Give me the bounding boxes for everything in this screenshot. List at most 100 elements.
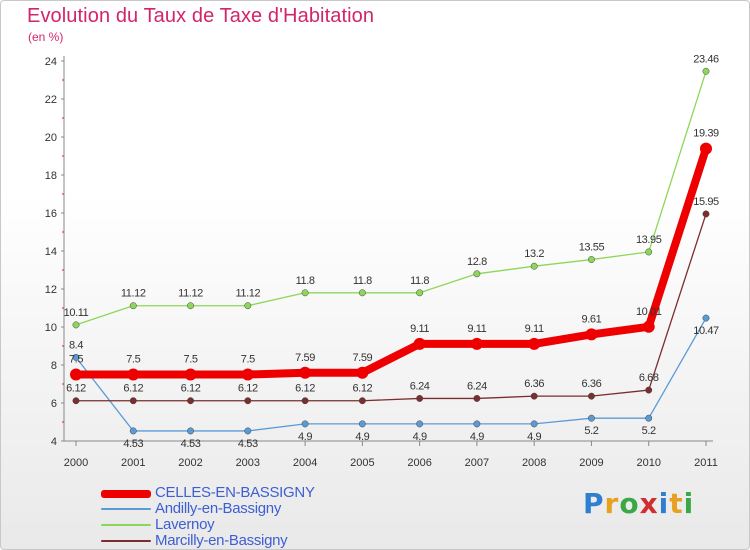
data-label-celles: 9.11 — [410, 323, 429, 335]
data-point-andilly — [301, 420, 309, 428]
y-tick-label: 8 — [51, 360, 57, 372]
x-tick-label: 2001 — [121, 457, 145, 469]
legend-item-celles: CELLES-EN-BASSIGNY — [101, 484, 361, 501]
data-label-celles: 7.59 — [295, 352, 315, 364]
data-point-lavernoy — [187, 302, 194, 310]
data-point-andilly — [416, 420, 424, 428]
data-label-andilly: 8.4 — [69, 339, 83, 351]
data-label-celles: 19.39 — [693, 128, 719, 140]
legend-item-marcilly: Marcilly-en-Bassigny — [101, 532, 361, 549]
data-point-lavernoy — [588, 256, 595, 263]
data-label-celles: 7.5 — [241, 354, 255, 366]
data-label-marcilly: 6.36 — [524, 378, 544, 390]
data-point-celles — [470, 337, 483, 350]
data-label-marcilly: 6.12 — [352, 383, 372, 395]
data-point-marcilly — [358, 397, 366, 405]
data-label-marcilly: 6.68 — [639, 372, 659, 384]
legend-item-lavernoy: Lavernoy — [101, 516, 361, 533]
x-tick-label: 2007 — [465, 457, 489, 469]
data-label-lavernoy: 11.12 — [121, 288, 146, 300]
y-tick-label: 10 — [45, 322, 57, 334]
data-point-celles — [700, 142, 712, 155]
data-label-lavernoy: 12.8 — [467, 256, 487, 268]
y-tick-label: 14 — [45, 246, 57, 258]
proxiti-logo: Proxiti — [583, 487, 695, 520]
data-point-andilly — [358, 420, 366, 428]
data-label-marcilly: 6.12 — [123, 383, 143, 395]
data-label-marcilly: 6.24 — [410, 380, 430, 392]
series-line-celles — [72, 144, 710, 379]
data-point-andilly — [473, 420, 481, 428]
y-tick-label: 22 — [45, 94, 57, 106]
x-tick-label: 2003 — [236, 457, 260, 469]
data-label-andilly: 4.53 — [123, 438, 143, 450]
data-point-marcilly — [301, 397, 309, 405]
x-tick-label: 2005 — [350, 457, 374, 469]
x-tick-label: 2010 — [636, 457, 660, 469]
data-label-lavernoy: 13.95 — [636, 234, 662, 246]
legend-swatch-marcilly — [101, 540, 151, 542]
data-point-celles — [642, 320, 655, 333]
data-label-celles: 9.61 — [582, 313, 602, 325]
x-tick-label: 2011 — [694, 457, 718, 469]
legend-label-marcilly: Marcilly-en-Bassigny — [155, 532, 288, 549]
data-point-marcilly — [645, 386, 653, 394]
x-tick-label: 2004 — [293, 457, 317, 469]
series-line-andilly — [75, 317, 707, 432]
data-point-andilly — [702, 314, 710, 322]
data-label-celles: 7.59 — [352, 352, 372, 364]
x-tick-label: 2008 — [522, 457, 546, 469]
data-point-lavernoy — [530, 262, 538, 270]
data-label-marcilly: 6.36 — [582, 378, 602, 390]
data-label-marcilly: 6.12 — [66, 383, 86, 395]
x-tick-label: 2006 — [407, 457, 431, 469]
y-tick-label: 24 — [45, 56, 57, 68]
data-point-lavernoy — [702, 67, 710, 75]
legend-swatch-celles — [101, 490, 151, 498]
y-tick-label: 18 — [45, 170, 57, 182]
data-point-andilly — [588, 414, 595, 422]
data-point-lavernoy — [416, 289, 424, 297]
data-point-lavernoy — [301, 289, 309, 297]
y-tick-label: 6 — [51, 398, 57, 410]
data-point-andilly — [244, 427, 252, 435]
legend-item-andilly: Andilly-en-Bassigny — [101, 500, 361, 517]
data-label-andilly: 4.53 — [181, 438, 201, 450]
y-tick-label: 16 — [45, 208, 57, 220]
data-point-andilly — [530, 420, 538, 428]
data-point-andilly — [129, 427, 137, 435]
data-point-marcilly — [187, 397, 194, 405]
data-label-celles: 9.11 — [525, 323, 544, 335]
data-label-marcilly: 6.24 — [467, 380, 487, 392]
data-label-celles: 9.11 — [467, 323, 486, 335]
data-label-lavernoy: 11.12 — [178, 288, 203, 300]
data-label-lavernoy: 11.8 — [410, 275, 429, 287]
data-point-celles — [127, 368, 140, 381]
data-label-lavernoy: 11.8 — [353, 275, 372, 287]
series-line-marcilly — [75, 213, 707, 402]
data-point-marcilly — [588, 392, 595, 400]
legend-swatch-lavernoy — [101, 524, 151, 526]
legend-label-celles: CELLES-EN-BASSIGNY — [155, 484, 315, 501]
series-line-lavernoy — [75, 70, 707, 326]
data-label-marcilly: 6.12 — [295, 383, 315, 395]
x-tick-label: 2009 — [579, 457, 603, 469]
data-point-celles — [585, 328, 598, 341]
legend-label-andilly: Andilly-en-Bassigny — [155, 500, 282, 517]
data-label-celles: 7.5 — [69, 354, 83, 366]
data-point-lavernoy — [358, 289, 366, 297]
data-label-marcilly: 6.12 — [181, 383, 201, 395]
data-point-celles — [356, 366, 369, 379]
data-point-marcilly — [244, 397, 252, 405]
y-tick-label: 4 — [51, 436, 57, 448]
data-label-andilly: 4.9 — [413, 431, 427, 443]
data-label-andilly: 5.2 — [584, 425, 598, 437]
data-point-celles — [70, 368, 82, 381]
data-point-andilly — [72, 353, 80, 361]
data-point-marcilly — [473, 394, 481, 402]
data-point-celles — [528, 337, 541, 350]
x-tick-label: 2000 — [64, 457, 88, 469]
data-label-andilly: 4.9 — [355, 431, 369, 443]
